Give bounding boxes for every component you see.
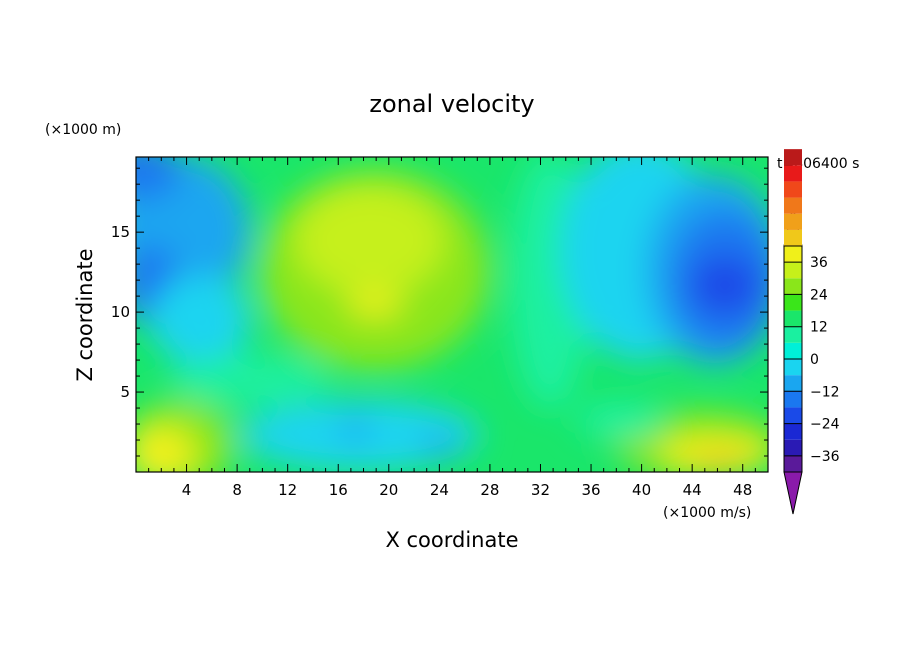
- colorbar-swatch: [784, 149, 802, 166]
- colorbar-swatch: [784, 439, 802, 456]
- x-tick-label: 4: [182, 481, 192, 499]
- field-blob: [295, 185, 445, 295]
- colorbar-swatch: [784, 213, 802, 230]
- y-unit-label: (×1000 m): [45, 122, 121, 138]
- field-blob: [347, 293, 403, 317]
- colorbar-swatch: [784, 278, 802, 295]
- x-ticks: 4 8 12 16 20 24 28 32 36 40 44 48: [148, 157, 756, 499]
- colorbar-swatch: [784, 391, 802, 408]
- x-tick-label: 24: [430, 481, 449, 499]
- colorbar-tick-label: −12: [810, 384, 840, 400]
- colorbar-tick-label: 0: [810, 352, 819, 368]
- field-blobs: [136, 157, 768, 472]
- colorbar-swatch: [784, 181, 802, 198]
- colorbar-swatch: [784, 262, 802, 279]
- field-blob: [150, 275, 250, 365]
- contour-field: [136, 157, 768, 472]
- field-blob: [420, 435, 460, 455]
- colorbar-swatch: [784, 342, 802, 359]
- x-tick-label: 28: [480, 481, 499, 499]
- colorbar-swatch: [784, 294, 802, 311]
- colorbar-tick-label: 24: [810, 287, 828, 303]
- colorbar-tick-label: −24: [810, 417, 840, 433]
- colorbar-swatch: [784, 310, 802, 327]
- x-tick-label: 16: [329, 481, 348, 499]
- y-tick-label: 15: [111, 223, 130, 241]
- y-ticks: 5 10 15: [111, 167, 768, 457]
- colorbar-under-triangle: [783, 471, 803, 515]
- value-unit-label: (×1000 m/s): [663, 505, 751, 521]
- y-tick-label: 5: [120, 383, 130, 401]
- colorbar-swatch: [784, 165, 802, 182]
- x-tick-label: 20: [379, 481, 398, 499]
- y-tick-label: 10: [111, 303, 130, 321]
- field-blob: [136, 425, 195, 472]
- colorbar-tick-label: −36: [810, 449, 840, 465]
- field-blob: [690, 452, 750, 472]
- x-tick-label: 40: [632, 481, 651, 499]
- x-tick-label: 44: [683, 481, 702, 499]
- x-tick-label: 8: [232, 481, 242, 499]
- x-tick-label: 36: [581, 481, 600, 499]
- colorbar-swatch: [784, 326, 802, 343]
- colorbar-tick-label: 12: [810, 320, 828, 336]
- colorbar-swatch: [784, 407, 802, 424]
- colorbar-swatch: [784, 455, 802, 472]
- colorbar-swatch: [784, 197, 802, 214]
- field-blob: [340, 418, 370, 442]
- y-axis-label: Z coordinate: [73, 248, 97, 381]
- x-tick-label: 48: [733, 481, 752, 499]
- colorbar-swatch: [784, 229, 802, 246]
- colorbar-tick-label: 36: [810, 255, 828, 271]
- field-blob: [575, 402, 665, 438]
- colorbar: −36 −24 −12 0 12 24 36: [783, 149, 840, 515]
- colorbar-swatch: [784, 375, 802, 392]
- field-blob: [690, 255, 760, 315]
- colorbar-swatch: [784, 246, 802, 263]
- x-axis-label: X coordinate: [385, 528, 518, 552]
- field-blob: [136, 157, 180, 200]
- colorbar-swatch: [784, 423, 802, 440]
- x-tick-label: 12: [278, 481, 297, 499]
- chart-title: zonal velocity: [369, 90, 534, 118]
- field-blob: [170, 355, 330, 405]
- x-tick-label: 32: [531, 481, 550, 499]
- colorbar-swatch: [784, 359, 802, 376]
